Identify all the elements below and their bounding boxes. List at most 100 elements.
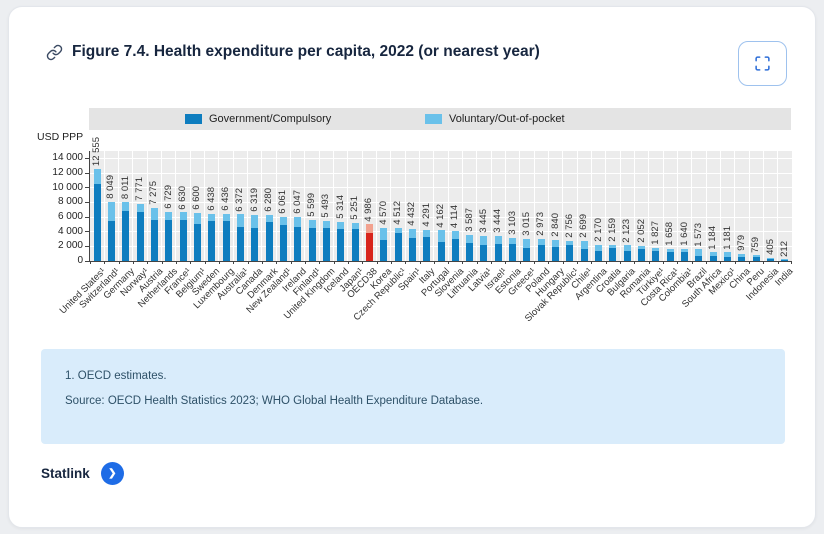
statlink-button[interactable]: ❯ <box>100 462 124 485</box>
bar-switzerland[interactable] <box>107 201 115 261</box>
bar-slovenia[interactable] <box>451 230 459 261</box>
bar-segment-government <box>666 252 674 261</box>
bar-canada[interactable] <box>251 214 259 261</box>
bar-spain[interactable] <box>408 228 416 261</box>
x-tick <box>347 261 349 264</box>
bar-segment-voluntary <box>394 227 402 234</box>
bar-korea[interactable] <box>380 227 388 261</box>
bar-finland[interactable] <box>308 219 316 261</box>
bar-netherlands[interactable] <box>165 211 173 261</box>
bar-israel[interactable] <box>494 235 502 261</box>
bar-segment-government <box>523 247 531 261</box>
bar-chile[interactable] <box>580 241 588 261</box>
y-tick-label: 0 <box>77 255 83 266</box>
bar-united-kingdom[interactable] <box>322 220 330 261</box>
gridline-vertical <box>304 151 306 261</box>
x-tick <box>433 261 435 264</box>
y-tick-label: 4 000 <box>57 225 83 237</box>
bar-segment-government <box>294 226 302 261</box>
gridline-vertical <box>275 151 277 261</box>
value-label: 3 444 <box>492 208 504 233</box>
bar-latvia[interactable] <box>480 235 488 261</box>
bar-australia[interactable] <box>236 214 244 261</box>
bar-iceland[interactable] <box>337 222 345 261</box>
bar-germany[interactable] <box>122 202 130 261</box>
bar-segment-voluntary <box>451 230 459 239</box>
bar-south-africa[interactable] <box>709 252 717 261</box>
bar-india[interactable] <box>781 259 789 261</box>
bar-france[interactable] <box>179 212 187 261</box>
bar-sweden[interactable] <box>208 213 216 261</box>
bar-slovak-republic[interactable] <box>566 240 574 261</box>
y-tick-label: 6 000 <box>57 211 83 222</box>
value-label: 6 280 <box>263 188 275 212</box>
source-line: Source: OECD Health Statistics 2023; WHO… <box>65 395 484 407</box>
gridline-vertical <box>118 151 120 261</box>
bar-segment-voluntary <box>408 228 416 238</box>
value-label: 6 436 <box>220 187 232 211</box>
bar-colombia[interactable] <box>681 248 689 261</box>
legend-label-government: Government/Compulsory <box>209 113 332 125</box>
gridline-vertical <box>662 151 664 261</box>
bar-segment-voluntary <box>623 245 631 252</box>
gridline-vertical <box>161 151 163 261</box>
bar-t-rkiye[interactable] <box>652 247 660 261</box>
bar-belgium[interactable] <box>193 212 201 261</box>
bar-segment-voluntary <box>609 245 617 248</box>
bar-bulgaria[interactable] <box>623 245 631 261</box>
bar-segment-government <box>107 221 115 261</box>
bar-united-states[interactable] <box>93 168 101 261</box>
x-tick <box>276 261 278 264</box>
bar-lithuania[interactable] <box>466 234 474 261</box>
bar-argentina[interactable] <box>595 245 603 261</box>
bar-oecd38[interactable] <box>365 224 373 261</box>
note-line: 1. OECD estimates. <box>65 370 167 382</box>
bar-norway[interactable] <box>136 204 144 261</box>
bar-indonesia[interactable] <box>767 258 774 261</box>
gridline-horizontal <box>90 201 792 203</box>
bar-croatia[interactable] <box>609 245 617 261</box>
bar-brazil[interactable] <box>695 249 703 261</box>
bar-hungary[interactable] <box>552 240 560 261</box>
legend-item-government: Government/Compulsory <box>185 108 331 130</box>
bar-greece[interactable] <box>523 238 531 261</box>
bar-segment-government <box>451 238 459 261</box>
gridline-vertical <box>719 151 721 261</box>
bar-poland[interactable] <box>537 239 545 261</box>
value-label: 2 699 <box>578 214 590 239</box>
bar-segment-voluntary <box>236 214 244 227</box>
gridline-vertical <box>490 151 492 261</box>
bar-japan[interactable] <box>351 222 359 261</box>
fullscreen-button[interactable] <box>738 41 787 86</box>
bar-china[interactable] <box>738 253 746 261</box>
bar-segment-voluntary <box>738 253 746 257</box>
anchor-link-icon[interactable] <box>46 44 63 61</box>
bar-segment-government <box>208 220 216 261</box>
y-tick <box>85 216 89 218</box>
bar-luxembourg[interactable] <box>222 213 230 261</box>
bar-segment-government <box>752 257 760 261</box>
bar-czech-republic[interactable] <box>394 227 402 261</box>
bar-portugal[interactable] <box>437 230 445 261</box>
x-tick <box>333 261 335 264</box>
bar-peru[interactable] <box>752 255 760 261</box>
value-label: 6 319 <box>248 187 260 212</box>
bar-estonia[interactable] <box>509 238 517 261</box>
bar-costa-rica[interactable] <box>666 248 674 261</box>
bar-ireland[interactable] <box>294 216 302 261</box>
bar-new-zealand[interactable] <box>279 216 287 261</box>
bar-romania[interactable] <box>638 245 646 261</box>
bar-denmark[interactable] <box>265 214 273 261</box>
bar-italy[interactable] <box>423 229 431 261</box>
bar-mexico[interactable] <box>724 252 732 261</box>
bar-segment-government <box>709 256 717 261</box>
bar-segment-voluntary <box>208 213 216 221</box>
bar-segment-voluntary <box>466 234 474 244</box>
bar-segment-voluntary <box>580 241 588 249</box>
value-label: 5 493 <box>320 193 332 218</box>
bar-segment-voluntary <box>294 216 302 227</box>
value-label: 1 573 <box>692 222 704 247</box>
x-tick <box>462 261 464 264</box>
bar-austria[interactable] <box>150 207 158 261</box>
gridline-vertical <box>204 151 206 261</box>
